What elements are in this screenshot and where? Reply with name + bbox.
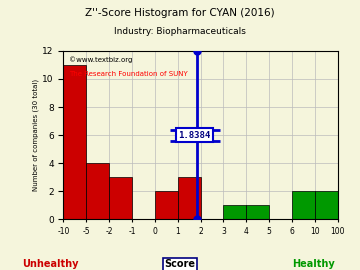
Bar <box>109 177 132 220</box>
Bar <box>63 65 86 220</box>
Text: Healthy: Healthy <box>292 259 334 269</box>
Bar <box>178 177 201 220</box>
Text: Score: Score <box>165 259 195 269</box>
Text: 1.8384: 1.8384 <box>179 131 211 140</box>
Bar <box>224 205 246 220</box>
Text: The Research Foundation of SUNY: The Research Foundation of SUNY <box>69 71 188 77</box>
Text: ©www.textbiz.org: ©www.textbiz.org <box>69 56 132 63</box>
Bar <box>246 205 269 220</box>
Bar <box>155 191 178 220</box>
Text: Z''-Score Histogram for CYAN (2016): Z''-Score Histogram for CYAN (2016) <box>85 8 275 18</box>
Bar <box>86 163 109 220</box>
Y-axis label: Number of companies (30 total): Number of companies (30 total) <box>33 79 40 191</box>
Text: Unhealthy: Unhealthy <box>22 259 78 269</box>
Text: Industry: Biopharmaceuticals: Industry: Biopharmaceuticals <box>114 27 246 36</box>
Bar <box>315 191 338 220</box>
Bar <box>292 191 315 220</box>
